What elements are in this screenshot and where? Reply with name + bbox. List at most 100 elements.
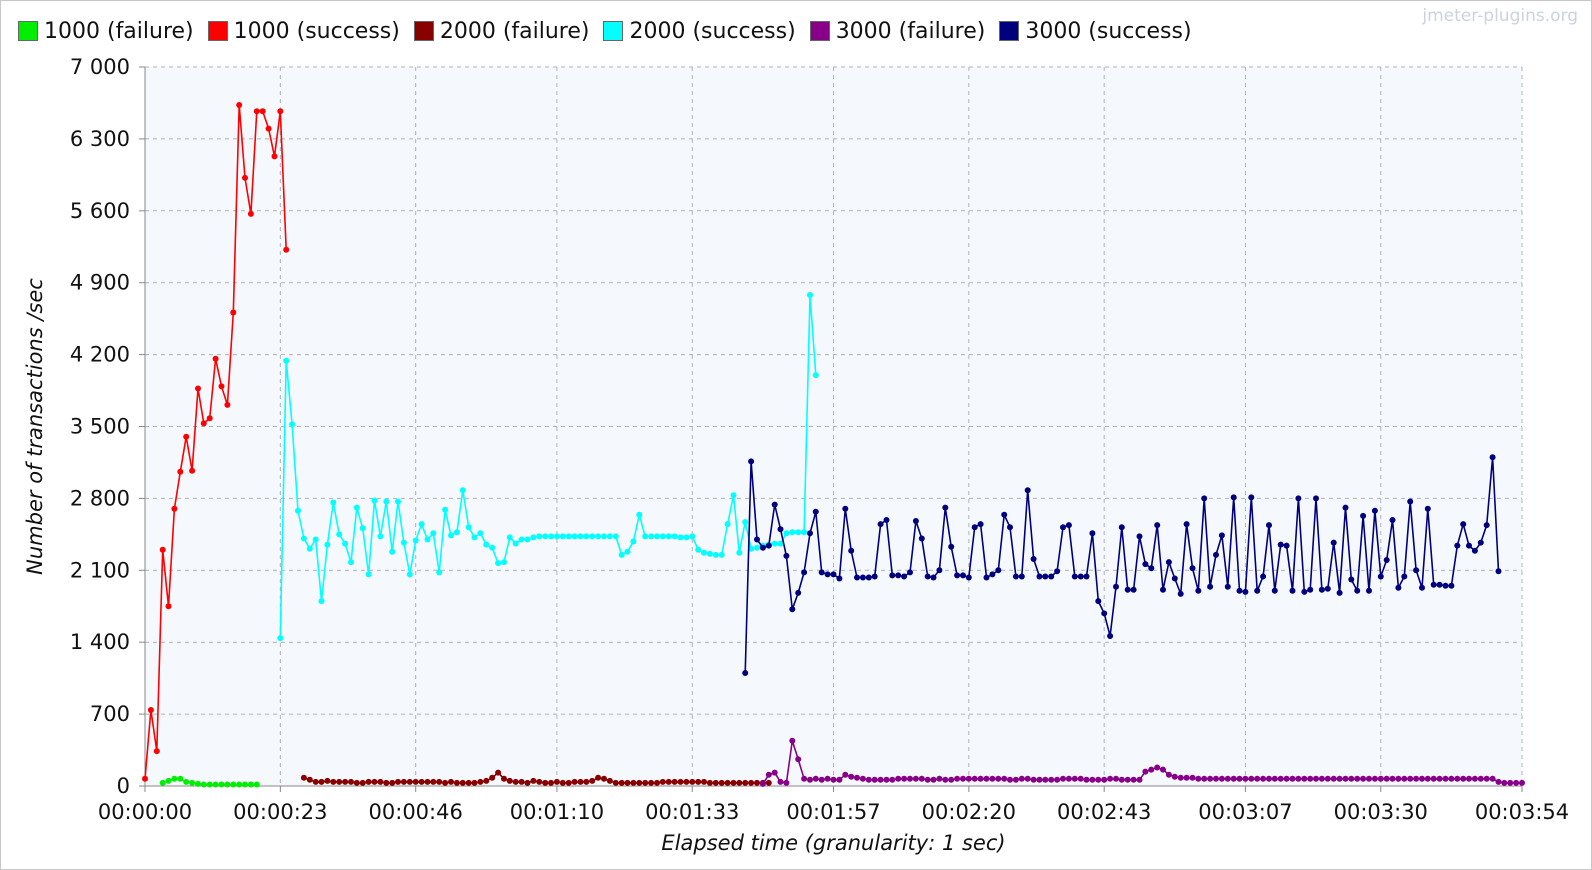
data-point bbox=[559, 779, 566, 786]
data-point bbox=[695, 546, 702, 553]
data-point bbox=[977, 775, 984, 782]
data-point bbox=[942, 776, 949, 783]
data-point bbox=[377, 778, 384, 785]
data-point bbox=[1054, 568, 1061, 575]
data-point bbox=[1189, 774, 1196, 781]
data-point bbox=[442, 506, 449, 513]
data-point bbox=[818, 776, 825, 783]
y-tick-label: 3 500 bbox=[70, 415, 130, 439]
data-point bbox=[1101, 776, 1108, 783]
data-point bbox=[312, 778, 319, 785]
data-point bbox=[330, 778, 337, 785]
data-point bbox=[1118, 524, 1125, 531]
data-point bbox=[1371, 507, 1378, 514]
legend-swatch bbox=[207, 21, 228, 41]
data-point bbox=[1113, 583, 1119, 590]
data-point bbox=[171, 505, 178, 512]
legend-item: 2000 (failure) bbox=[413, 19, 589, 44]
data-point bbox=[1318, 775, 1325, 782]
data-point bbox=[1236, 587, 1243, 594]
data-point bbox=[1160, 586, 1166, 593]
data-point bbox=[1336, 775, 1343, 782]
data-point bbox=[1001, 775, 1008, 782]
data-point bbox=[1060, 775, 1066, 782]
data-point bbox=[801, 569, 808, 576]
data-point bbox=[742, 519, 749, 525]
data-point bbox=[171, 775, 178, 782]
data-point bbox=[1077, 775, 1084, 782]
data-point bbox=[1271, 587, 1278, 594]
data-point bbox=[877, 776, 884, 783]
data-point bbox=[200, 781, 207, 788]
data-point bbox=[812, 372, 819, 379]
data-point bbox=[271, 153, 278, 160]
data-point bbox=[1136, 776, 1143, 783]
data-point bbox=[483, 777, 490, 784]
data-point bbox=[377, 533, 384, 540]
data-point bbox=[871, 573, 878, 580]
data-point bbox=[1377, 573, 1384, 580]
data-point bbox=[1236, 775, 1243, 782]
data-point bbox=[659, 778, 666, 785]
data-point bbox=[1289, 587, 1296, 594]
data-point bbox=[1401, 775, 1408, 782]
data-point bbox=[565, 779, 572, 786]
data-point bbox=[671, 778, 678, 785]
data-point bbox=[1419, 775, 1425, 782]
data-point bbox=[606, 533, 613, 540]
data-point bbox=[565, 533, 572, 540]
data-point bbox=[895, 572, 902, 579]
data-point bbox=[1165, 771, 1172, 778]
data-point bbox=[730, 779, 737, 786]
data-point bbox=[642, 779, 649, 786]
data-point bbox=[448, 778, 454, 785]
data-point bbox=[777, 526, 784, 533]
y-tick-label: 4 200 bbox=[70, 343, 130, 367]
data-point bbox=[153, 748, 160, 755]
data-point bbox=[683, 534, 690, 541]
data-point bbox=[283, 246, 290, 253]
data-point bbox=[1195, 775, 1202, 782]
data-point bbox=[1419, 584, 1425, 591]
data-point bbox=[542, 533, 549, 540]
data-point bbox=[1095, 776, 1102, 783]
data-point bbox=[336, 778, 343, 785]
data-point bbox=[165, 603, 172, 610]
data-point bbox=[712, 551, 719, 558]
data-point bbox=[689, 778, 696, 785]
data-point bbox=[1266, 522, 1272, 529]
data-point bbox=[924, 573, 931, 580]
data-point bbox=[907, 569, 913, 576]
data-point bbox=[948, 543, 955, 550]
data-point bbox=[942, 504, 949, 511]
data-point bbox=[459, 779, 466, 786]
data-point bbox=[1048, 573, 1055, 580]
data-point bbox=[348, 778, 354, 785]
y-tick-label: 2 100 bbox=[70, 558, 130, 582]
data-point bbox=[1177, 590, 1184, 597]
data-point bbox=[1030, 776, 1037, 783]
data-point bbox=[1248, 775, 1255, 782]
data-point bbox=[418, 521, 425, 528]
data-point bbox=[495, 769, 502, 776]
data-point bbox=[1354, 587, 1361, 594]
data-point bbox=[871, 776, 878, 783]
data-point bbox=[1501, 779, 1508, 786]
data-point bbox=[1289, 775, 1296, 782]
data-point bbox=[642, 533, 649, 540]
data-point bbox=[842, 505, 849, 512]
data-point bbox=[859, 775, 866, 782]
data-point bbox=[442, 779, 449, 786]
data-point bbox=[1189, 565, 1196, 572]
data-point bbox=[1177, 774, 1184, 781]
data-point bbox=[1148, 565, 1155, 572]
data-point bbox=[247, 781, 254, 788]
data-point bbox=[477, 530, 484, 537]
data-point bbox=[1395, 584, 1402, 591]
data-point bbox=[389, 548, 396, 555]
legend-item: 2000 (success) bbox=[603, 19, 796, 44]
data-point bbox=[695, 778, 702, 785]
data-point bbox=[1036, 573, 1043, 580]
data-point bbox=[854, 774, 860, 781]
data-point bbox=[1154, 522, 1161, 529]
